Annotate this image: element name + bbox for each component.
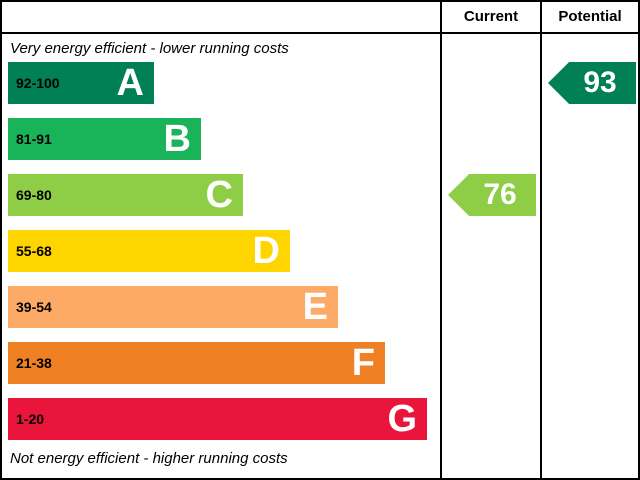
potential-rating-value: 93	[583, 66, 617, 99]
band-letter: D	[252, 230, 280, 272]
current-column-divider	[440, 2, 442, 478]
band-letter: G	[387, 398, 417, 440]
band-range-label: 39-54	[16, 299, 52, 315]
band-g: 1-20 G	[8, 398, 427, 440]
band-range-label: 69-80	[16, 187, 52, 203]
potential-column-divider	[540, 2, 542, 478]
bottom-caption: Not energy efficient - higher running co…	[10, 450, 288, 467]
top-caption: Very energy efficient - lower running co…	[10, 40, 289, 57]
band-range-label: 1-20	[16, 411, 45, 427]
band-range-label: 81-91	[16, 131, 52, 147]
band-letter: A	[116, 62, 144, 104]
band-f: 21-38 F	[8, 342, 385, 384]
band-e: 39-54 E	[8, 286, 338, 328]
potential-column-header: Potential	[558, 8, 622, 25]
band-b: 81-91 B	[8, 118, 201, 160]
band-d: 55-68 D	[8, 230, 290, 272]
band-range-label: 55-68	[16, 243, 52, 259]
band-c: 69-80 C	[8, 174, 243, 216]
band-letter: E	[302, 286, 328, 328]
header-divider	[2, 32, 638, 34]
band-range-label: 92-100	[16, 75, 60, 91]
band-letter: F	[351, 342, 375, 384]
current-rating-value: 76	[483, 178, 517, 211]
potential-rating-arrow: 93	[548, 62, 636, 104]
current-rating-arrow: 76	[448, 174, 536, 216]
current-column-header: Current	[463, 8, 519, 25]
band-letter: B	[163, 118, 191, 160]
band-range-label: 21-38	[16, 355, 52, 371]
band-a: 92-100 A	[8, 62, 154, 104]
band-letter: C	[205, 174, 233, 216]
